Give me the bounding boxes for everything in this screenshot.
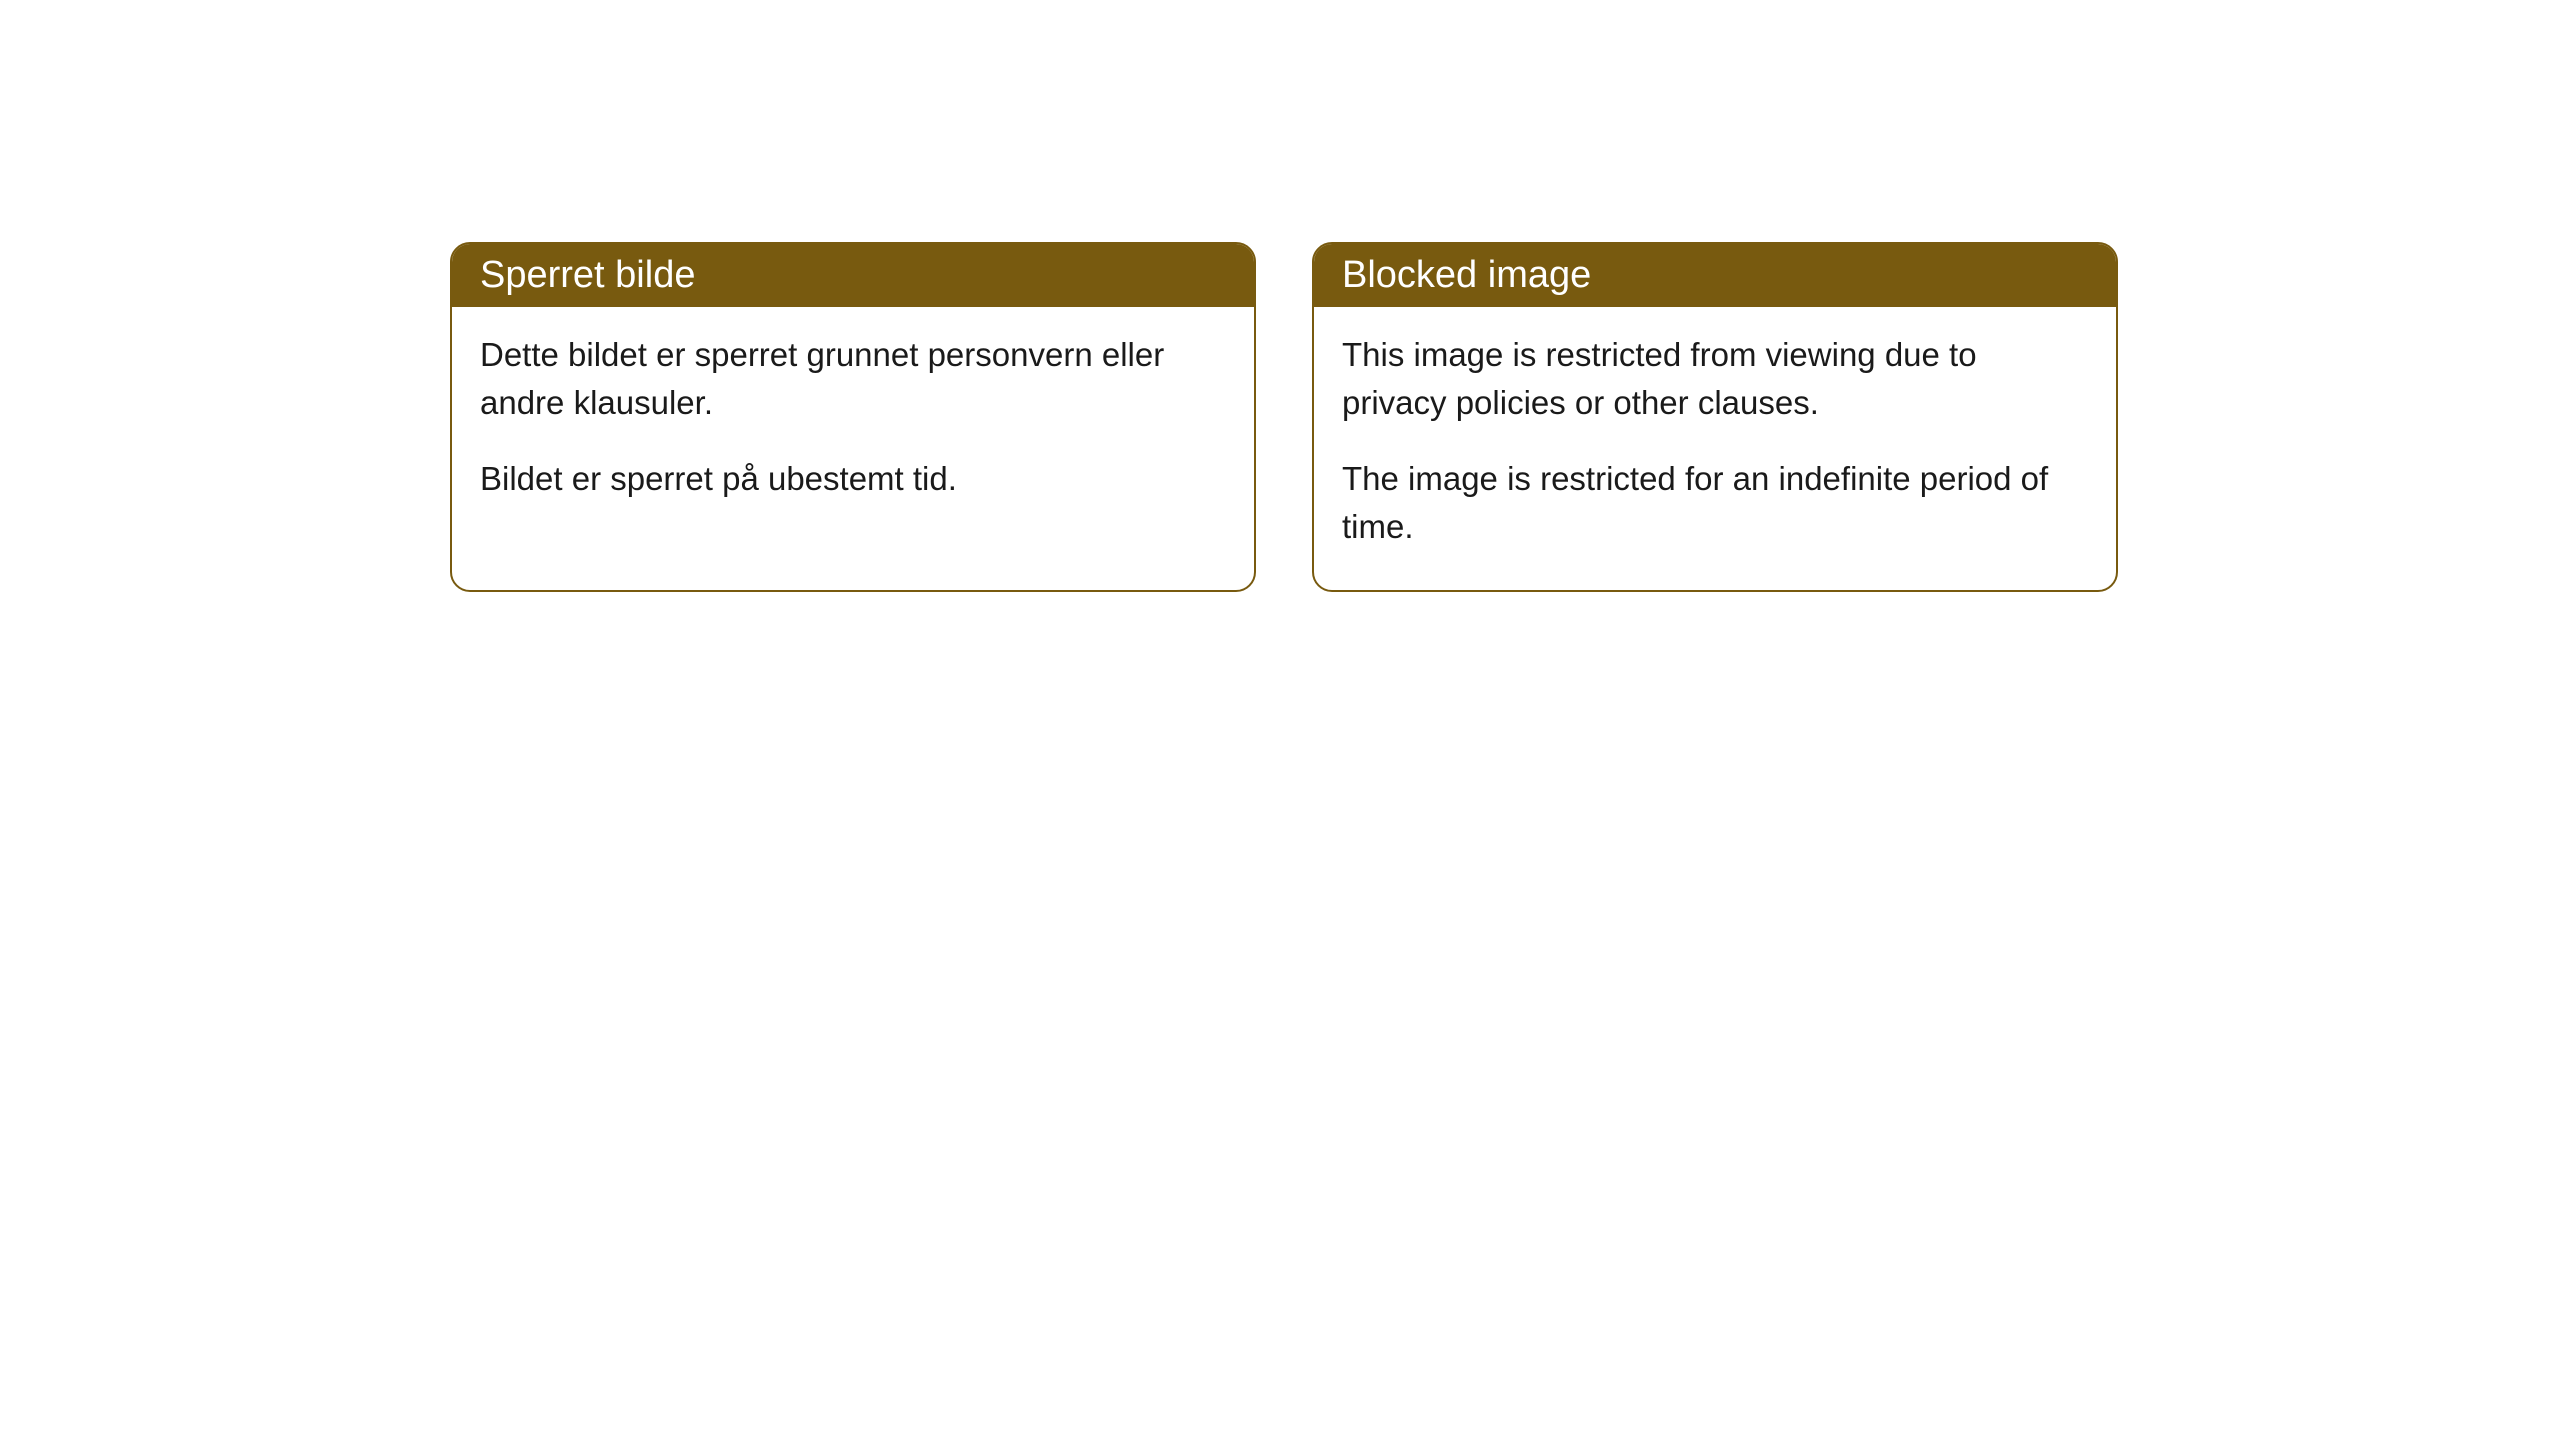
card-paragraph-1: Dette bildet er sperret grunnet personve… <box>480 331 1226 427</box>
blocked-image-card-norwegian: Sperret bilde Dette bildet er sperret gr… <box>450 242 1256 592</box>
card-header: Blocked image <box>1314 244 2116 307</box>
card-paragraph-2: Bildet er sperret på ubestemt tid. <box>480 455 1226 503</box>
card-title: Sperret bilde <box>480 254 695 296</box>
notice-cards-container: Sperret bilde Dette bildet er sperret gr… <box>450 242 2118 592</box>
card-paragraph-2: The image is restricted for an indefinit… <box>1342 455 2088 551</box>
card-title: Blocked image <box>1342 254 1591 296</box>
card-paragraph-1: This image is restricted from viewing du… <box>1342 331 2088 427</box>
card-header: Sperret bilde <box>452 244 1254 307</box>
card-body: Dette bildet er sperret grunnet personve… <box>452 307 1254 543</box>
blocked-image-card-english: Blocked image This image is restricted f… <box>1312 242 2118 592</box>
card-body: This image is restricted from viewing du… <box>1314 307 2116 590</box>
